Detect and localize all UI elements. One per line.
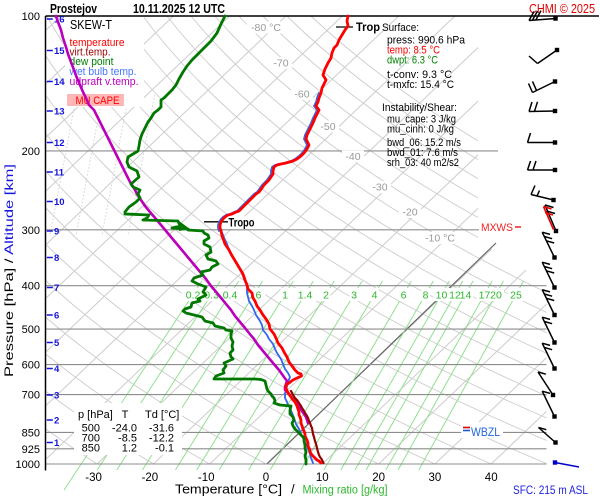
svg-text:40: 40: [485, 472, 498, 484]
svg-text:15: 15: [54, 46, 65, 57]
svg-text:/: /: [291, 482, 295, 497]
svg-text:1: 1: [54, 438, 60, 449]
svg-text:11: 11: [54, 167, 65, 178]
svg-text:12: 12: [54, 138, 65, 149]
svg-text:Temperature [°C]: Temperature [°C]: [175, 482, 282, 497]
svg-text:Instability/Shear:: Instability/Shear:: [382, 102, 457, 114]
svg-text:14: 14: [460, 290, 472, 302]
svg-text:wet bulb temp.: wet bulb temp.: [69, 66, 137, 78]
svg-text:850: 850: [82, 443, 100, 455]
svg-text:1.2: 1.2: [122, 443, 137, 455]
svg-text:0.4: 0.4: [223, 290, 238, 302]
svg-text:-60: -60: [294, 89, 309, 101]
svg-text:25: 25: [510, 290, 522, 302]
svg-text:1000: 1000: [16, 459, 40, 471]
svg-text:7: 7: [54, 283, 59, 294]
svg-text:10.11.2025 12 UTC: 10.11.2025 12 UTC: [133, 1, 225, 16]
svg-text:-12.2: -12.2: [149, 433, 174, 445]
svg-text:-30: -30: [372, 182, 387, 194]
svg-text:500: 500: [82, 423, 100, 435]
svg-text:SKEW-T: SKEW-T: [70, 17, 112, 32]
svg-text:-10 °C: -10 °C: [425, 233, 455, 245]
svg-text:-20: -20: [142, 472, 159, 484]
svg-text:8: 8: [54, 253, 59, 264]
svg-text:MXWS: MXWS: [481, 222, 513, 234]
svg-text:-0.1: -0.1: [155, 443, 174, 455]
svg-text:700: 700: [82, 433, 100, 445]
svg-text:virt.temp.: virt.temp.: [70, 47, 111, 59]
svg-text:4: 4: [54, 364, 60, 375]
svg-text:CHMI © 2025: CHMI © 2025: [529, 2, 595, 16]
svg-text:1.4: 1.4: [298, 290, 313, 302]
svg-text:925: 925: [22, 444, 40, 456]
svg-text:p [hPa]: p [hPa]: [78, 409, 113, 421]
svg-text:t-mxfc: 15.4 °C: t-mxfc: 15.4 °C: [387, 79, 454, 91]
svg-text:temp: 8.5 °C: temp: 8.5 °C: [387, 45, 440, 57]
svg-text:12: 12: [449, 290, 461, 302]
svg-text:MU CAPE: MU CAPE: [76, 95, 120, 107]
svg-text:mu_cinh: 0 J/kg: mu_cinh: 0 J/kg: [387, 124, 454, 136]
svg-text:-31.6: -31.6: [149, 423, 174, 435]
svg-text:20: 20: [490, 290, 502, 302]
svg-text:-20: -20: [402, 207, 417, 219]
svg-text:6: 6: [54, 310, 59, 321]
svg-text:dew point: dew point: [70, 56, 114, 68]
svg-text:Pressure [hPa] / Altitude [k: Pressure [hPa] / Altitude [km]: [2, 164, 16, 377]
svg-text:Td [°C]: Td [°C]: [145, 409, 179, 421]
svg-text:400: 400: [22, 281, 40, 293]
svg-text:17: 17: [479, 290, 491, 302]
svg-text:16: 16: [54, 14, 65, 25]
svg-text:srh_03: 40 m2/s2: srh_03: 40 m2/s2: [387, 157, 459, 169]
svg-text:mu_cape: 3 J/kg: mu_cape: 3 J/kg: [387, 114, 456, 126]
svg-text:Surface:: Surface:: [382, 22, 419, 34]
svg-text:Tropo: Tropo: [229, 218, 255, 230]
svg-text:850: 850: [22, 427, 40, 439]
svg-text:Mixing ratio [g/kg]: Mixing ratio [g/kg]: [303, 485, 388, 497]
svg-text:30: 30: [429, 472, 442, 484]
svg-text:2: 2: [54, 415, 59, 426]
svg-text:temperature: temperature: [70, 37, 125, 49]
svg-text:-30: -30: [85, 472, 102, 484]
svg-text:-10: -10: [198, 472, 215, 484]
svg-text:-24.0: -24.0: [112, 423, 137, 435]
svg-text:-8.5: -8.5: [118, 433, 137, 445]
svg-text:WBZL: WBZL: [471, 427, 501, 439]
svg-text:200: 200: [22, 146, 40, 158]
svg-text:T: T: [122, 409, 129, 421]
svg-text:2: 2: [323, 290, 329, 302]
svg-text:bwd_06: 15.2 m/s: bwd_06: 15.2 m/s: [387, 137, 461, 149]
svg-text:8: 8: [423, 290, 429, 302]
svg-text:14: 14: [54, 77, 65, 88]
svg-text:-70: -70: [273, 58, 288, 70]
svg-text:100: 100: [22, 11, 40, 23]
svg-text:13: 13: [54, 106, 65, 117]
svg-text:10: 10: [436, 290, 448, 302]
svg-text:dwpt: 6.3 °C: dwpt: 6.3 °C: [387, 55, 438, 67]
svg-text:9: 9: [54, 226, 59, 237]
svg-text:4: 4: [372, 290, 378, 302]
svg-text:3: 3: [351, 290, 357, 302]
svg-text:5: 5: [54, 338, 60, 349]
svg-text:600: 600: [22, 360, 40, 372]
svg-text:700: 700: [22, 390, 40, 402]
svg-text:10: 10: [54, 197, 65, 208]
svg-text:SFC: 215 m ASL: SFC: 215 m ASL: [513, 483, 588, 497]
svg-text:-50: -50: [320, 121, 335, 133]
svg-text:6: 6: [401, 290, 407, 302]
svg-text:udpraft v.temp.: udpraft v.temp.: [70, 76, 139, 88]
svg-text:1: 1: [282, 290, 288, 302]
svg-text:t-conv: 9.3 °C: t-conv: 9.3 °C: [387, 69, 452, 81]
svg-text:0: 0: [263, 472, 269, 484]
svg-text:press: 990.6 hPa: press: 990.6 hPa: [387, 35, 466, 47]
svg-text:-80 °C: -80 °C: [251, 22, 281, 34]
svg-text:3: 3: [54, 390, 59, 401]
svg-text:10: 10: [316, 472, 329, 484]
svg-text:500: 500: [22, 324, 40, 336]
svg-text:Prostejov: Prostejov: [50, 1, 98, 16]
svg-text:Trop: Trop: [356, 22, 380, 34]
svg-text:20: 20: [372, 472, 385, 484]
svg-text:bwd_01: 7.6 m/s: bwd_01: 7.6 m/s: [387, 147, 458, 159]
svg-text:-40: -40: [345, 151, 360, 163]
svg-text:300: 300: [22, 225, 40, 237]
